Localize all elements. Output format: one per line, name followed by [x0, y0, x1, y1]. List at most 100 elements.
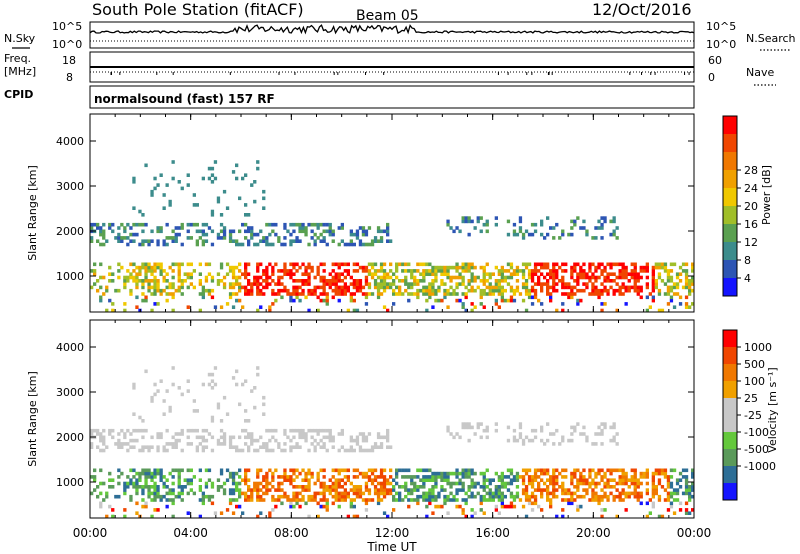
- velocity-cell: [678, 508, 683, 512]
- velocity-cell: [231, 478, 236, 482]
- velocity-cell: [310, 471, 314, 476]
- power-cell: [186, 272, 190, 276]
- velocity-cell: [355, 442, 360, 446]
- power-cell: [141, 279, 145, 283]
- power-cell: [268, 242, 272, 247]
- velocity-cell: [313, 448, 317, 453]
- velocity-cell: [479, 471, 483, 476]
- velocity-cell: [301, 468, 305, 473]
- velocity-cell: [431, 478, 435, 482]
- velocity-cell: [373, 478, 378, 482]
- velocity-cell: [431, 488, 435, 492]
- velocity-cell: [530, 478, 535, 482]
- power-cell: [238, 196, 242, 201]
- power-cell: [558, 265, 562, 270]
- velocity-cell: [389, 488, 393, 492]
- power-cell: [268, 222, 272, 227]
- velocity-cell: [506, 438, 511, 443]
- velocity-cell: [352, 498, 356, 502]
- velocity-cell: [582, 481, 586, 486]
- power-cell: [657, 275, 662, 280]
- velocity-cell: [153, 481, 157, 486]
- xaxis-tick-label: 04:00: [173, 526, 208, 540]
- power-cell: [413, 279, 417, 283]
- velocity-cell: [521, 475, 526, 479]
- velocity-cell: [177, 481, 181, 486]
- velocity-cell: [546, 478, 550, 482]
- cpid-label: CPID: [4, 88, 33, 101]
- velocity-cell: [322, 435, 326, 440]
- velocity-cell: [389, 481, 393, 486]
- velocity-cell: [313, 445, 317, 449]
- velocity-cell: [386, 438, 390, 443]
- power-cell: [654, 282, 658, 286]
- velocity-cell: [147, 485, 151, 489]
- power-cell: [621, 285, 625, 290]
- power-cell: [422, 269, 426, 273]
- power-cell: [609, 232, 613, 237]
- velocity-cell: [153, 485, 157, 489]
- power-ytick-label: 4000: [56, 135, 84, 148]
- power-cell: [648, 292, 652, 296]
- power-cell: [537, 282, 541, 286]
- power-cell: [108, 279, 112, 283]
- power-cell: [416, 295, 420, 300]
- power-cell: [651, 298, 655, 303]
- velocity-cell: [105, 491, 109, 496]
- velocity-cell: [331, 438, 335, 443]
- power-cell: [183, 279, 187, 283]
- velocity-cell: [141, 471, 145, 476]
- power-cell: [443, 269, 447, 273]
- power-cell: [543, 282, 547, 286]
- velocity-cell: [265, 485, 269, 489]
- velocity-cell: [210, 386, 215, 390]
- power-cell: [591, 272, 595, 276]
- power-cell: [138, 242, 142, 247]
- velocity-cell: [195, 409, 199, 413]
- velocity-cell: [265, 442, 269, 446]
- velocity-cell: [235, 488, 239, 492]
- velocity-cell: [573, 498, 577, 502]
- velocity-cell: [159, 475, 163, 479]
- power-cell: [470, 285, 474, 290]
- power-cell: [292, 288, 296, 293]
- velocity-cell: [238, 488, 242, 492]
- velocity-cell: [482, 428, 486, 433]
- velocity-cell: [117, 475, 121, 479]
- power-cell: [395, 285, 399, 290]
- velocity-cell: [606, 468, 610, 473]
- power-cell: [407, 262, 411, 267]
- power-cell: [307, 272, 311, 276]
- velocity-cell: [549, 432, 553, 436]
- power-cell: [651, 279, 655, 283]
- power-cell: [627, 285, 631, 290]
- noise-panel: N.Sky 10^5 10^0 10^5 10^0 N.Search: [4, 20, 796, 51]
- velocity-cell: [219, 435, 224, 440]
- velocity-cell: [645, 468, 649, 473]
- power-cell: [669, 262, 674, 267]
- velocity-cell: [283, 468, 287, 473]
- velocity-cell: [352, 485, 356, 489]
- power-cell: [298, 292, 302, 296]
- velocity-cell: [473, 471, 477, 476]
- velocity-cell: [349, 438, 353, 443]
- velocity-cell: [591, 481, 595, 486]
- velocity-cell: [416, 488, 420, 492]
- power-cell: [552, 275, 556, 280]
- velocity-cell: [99, 491, 103, 496]
- power-cell: [247, 239, 251, 243]
- velocity-cell: [316, 442, 320, 446]
- velocity-cell: [244, 468, 248, 473]
- velocity-cell: [386, 481, 390, 486]
- velocity-cell: [201, 428, 205, 433]
- velocity-cell: [241, 478, 245, 482]
- power-cell: [247, 279, 251, 283]
- velocity-cell: [570, 471, 574, 476]
- velocity-cell: [241, 428, 245, 433]
- velocity-cell: [642, 475, 646, 479]
- power-cell: [147, 239, 151, 243]
- power-cell: [180, 242, 184, 247]
- velocity-cell: [425, 504, 429, 509]
- power-cell: [546, 282, 550, 286]
- power-cell: [228, 292, 233, 296]
